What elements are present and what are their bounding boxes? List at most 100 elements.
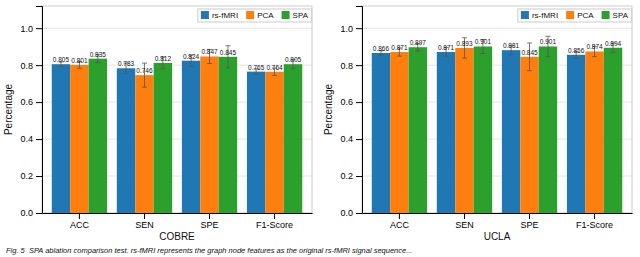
tick: 0.6 <box>20 97 42 107</box>
legend-swatch <box>521 11 529 19</box>
error-bars <box>415 36 615 56</box>
tick: ACC <box>390 213 410 230</box>
x-axis: ACC SEN SPE F1-Score <box>43 213 313 230</box>
marks <box>372 36 622 213</box>
grid <box>42 28 312 213</box>
legend-item: PCA <box>566 11 594 20</box>
grid-line <box>362 28 632 29</box>
tick-mark <box>356 176 362 177</box>
tick: 1.0 <box>20 24 42 34</box>
bar <box>372 53 390 213</box>
panel: 0.8660.8710.8810.8560.8710.8930.8450.874… <box>323 6 633 242</box>
tick: 0.8 <box>20 61 42 71</box>
tick-label: 0.4 <box>20 134 33 144</box>
legend-box <box>518 9 632 22</box>
legend-item: SPA <box>282 11 309 20</box>
bar <box>70 65 88 213</box>
bar <box>182 61 200 213</box>
data-label: 0.783 <box>118 60 135 67</box>
axis-line <box>356 7 363 214</box>
bar <box>284 64 302 213</box>
y-axis-title: Percentage <box>323 83 334 135</box>
tick-mark <box>356 102 362 103</box>
bar-series <box>70 56 284 213</box>
bar <box>390 52 408 213</box>
tick: 0.2 <box>340 171 362 181</box>
tick: SEN <box>455 213 474 230</box>
legend: rs-fMRIPCASPA <box>518 9 632 22</box>
tick-mark <box>36 213 42 214</box>
tick-label: 0.6 <box>20 97 33 107</box>
legend: rs-fMRI PCA SPA <box>198 9 312 22</box>
axis-line <box>363 213 633 214</box>
tick-label: 0.2 <box>20 171 33 181</box>
tick-mark <box>356 28 362 29</box>
bar <box>520 57 538 213</box>
plot-frame <box>42 6 312 213</box>
tick-mark <box>36 102 42 103</box>
tick-label: F1-Score <box>576 220 613 230</box>
bar <box>539 46 557 213</box>
data-labels: 0.8660.8710.8810.8560.8710.8930.8450.874… <box>373 38 622 55</box>
bar <box>52 64 70 213</box>
legend-label: SPA <box>293 11 309 20</box>
tick: SEN <box>135 213 154 230</box>
tick: F1-Score <box>576 213 613 230</box>
tick-mark <box>144 213 145 219</box>
bar <box>409 47 427 213</box>
bar <box>117 68 135 213</box>
bar <box>502 50 520 213</box>
tick-mark <box>209 213 210 219</box>
bar-series <box>89 57 303 213</box>
tick-mark <box>36 28 42 29</box>
tick: 1.0 <box>340 24 362 34</box>
tick-mark <box>356 139 362 140</box>
data-label: 0.845 <box>521 49 538 56</box>
tick-mark <box>274 213 275 219</box>
data-label: 0.856 <box>568 47 585 54</box>
bar <box>604 48 622 213</box>
tick: SPE <box>521 213 539 230</box>
legend-item: PCA <box>246 11 274 20</box>
bar <box>265 72 283 213</box>
y-axis-title: Percentage <box>3 83 14 135</box>
grid-line <box>42 28 312 29</box>
data-label: 0.874 <box>586 43 603 50</box>
tick-label: 0.0 <box>20 208 33 218</box>
tick-label: 0.2 <box>340 171 353 181</box>
tick: 0.6 <box>340 97 362 107</box>
tick-mark <box>464 213 465 219</box>
data-label: 0.812 <box>155 55 172 62</box>
tick: 0.2 <box>20 171 42 181</box>
bar <box>135 75 153 213</box>
tick-label: SEN <box>455 220 474 230</box>
tick-label: 1.0 <box>20 24 33 34</box>
data-label: 0.845 <box>220 49 237 56</box>
data-label: 0.824 <box>183 53 200 60</box>
tick-mark <box>36 176 42 177</box>
tick-label: 0.6 <box>340 97 353 107</box>
bar <box>200 56 218 213</box>
legend-box <box>198 9 312 22</box>
tick-mark <box>36 65 42 66</box>
tick-label: ACC <box>70 220 90 230</box>
tick: F1-Score <box>256 213 293 230</box>
tick-label: SPE <box>201 220 219 230</box>
tick-label: F1-Score <box>256 220 293 230</box>
tick-label: SEN <box>135 220 154 230</box>
tick: 0.8 <box>340 61 362 71</box>
legend-item: rs-fMRI <box>201 11 238 20</box>
data-label: 0.746 <box>136 67 153 74</box>
bar <box>585 51 603 213</box>
tick: 0.0 <box>340 208 362 218</box>
tick: 0.4 <box>20 134 42 144</box>
tick-label: 0.0 <box>340 208 353 218</box>
y-axis: 0.00.20.40.60.81.0 <box>340 7 362 219</box>
tick-mark <box>356 65 362 66</box>
axis-line <box>36 7 43 214</box>
bar <box>89 59 107 213</box>
panel: 0.8050.7830.8240.7650.8010.7460.8470.764… <box>3 6 313 242</box>
data-label: 0.835 <box>90 51 107 58</box>
legend-swatch <box>246 11 254 19</box>
tick-mark <box>399 213 400 219</box>
